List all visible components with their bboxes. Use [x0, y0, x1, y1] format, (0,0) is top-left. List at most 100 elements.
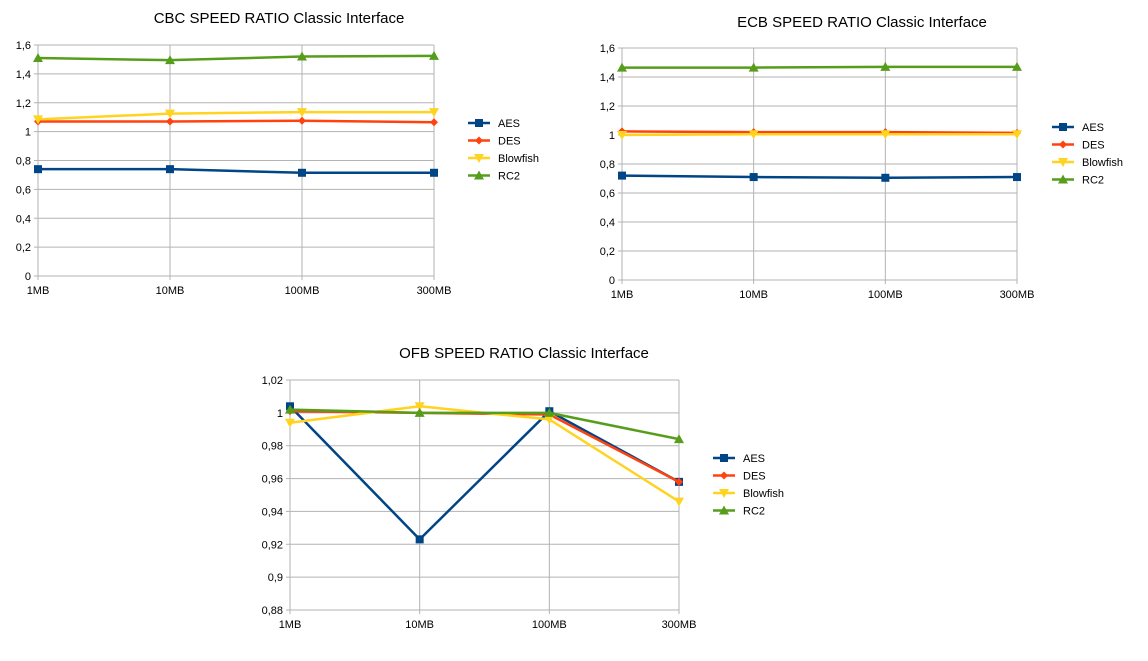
- ofb-y-tick-label: 0,92: [262, 539, 283, 551]
- ecb-y-tick-label: 0: [609, 275, 615, 287]
- cbc-series-line-des: [38, 119, 435, 124]
- ecb-series-line-aes: [621, 174, 1018, 180]
- ecb-point-aes: [749, 173, 758, 182]
- ofb-point-rc2: [674, 434, 684, 444]
- cbc-point-aes: [34, 165, 42, 174]
- cbc-y-tick-label: 0,8: [16, 156, 31, 168]
- ecb-y-tick-label: 0,4: [600, 217, 615, 229]
- cbc-x-tick-label: 300MB: [417, 285, 452, 297]
- ofb-y-tick-label: 0,94: [262, 506, 283, 518]
- cbc-point-des: [166, 117, 174, 126]
- ofb-legend-label-des: DES: [743, 471, 766, 483]
- cbc-chart-title: CBC SPEED RATIO Classic Interface: [154, 10, 405, 27]
- ofb-series-line-aes: [289, 405, 680, 541]
- ecb-legend-marker-aes: [1059, 123, 1067, 131]
- cbc-legend-label-blowfish: Blowfish: [498, 153, 539, 165]
- cbc-legend-marker-rc2: [474, 170, 484, 180]
- cbc-y-tick-label: 1: [25, 127, 31, 139]
- cbc-y-tick-label: 1,2: [16, 98, 31, 110]
- cbc-legend-marker-aes: [475, 119, 483, 127]
- ecb-point-blowfish: [880, 130, 891, 140]
- cbc-point-rc2: [297, 51, 307, 61]
- cbc-x-tick-label: 1MB: [27, 285, 50, 297]
- cbc-x-tick-label: 100MB: [285, 285, 320, 297]
- ecb-point-aes: [618, 171, 626, 180]
- cbc-series-line-aes: [38, 167, 434, 175]
- ofb-series-line-des: [289, 409, 680, 483]
- cbc-series-line-blowfish: [37, 110, 434, 121]
- ofb-legend-marker-des: [720, 471, 728, 480]
- ofb-y-tick-label: 0,96: [262, 474, 283, 486]
- cbc-legend-marker-blowfish: [474, 154, 484, 163]
- cbc-point-rc2: [165, 55, 175, 65]
- cbc-point-blowfish: [297, 108, 307, 118]
- ecb-y-tick-label: 0,8: [600, 159, 615, 171]
- ofb-legend-label-aes: AES: [743, 453, 765, 465]
- cbc-y-tick-label: 0,4: [16, 213, 31, 225]
- cbc-point-blowfish: [165, 109, 175, 119]
- ecb-y-tick-label: 0,2: [600, 246, 615, 258]
- ecb-chart: ECB SPEED RATIO Classic Interface 0 0,2 0,4…: [600, 14, 1123, 301]
- ecb-legend-marker-rc2: [1058, 174, 1068, 184]
- ecb-x-tick-label: 1MB: [611, 289, 634, 301]
- ecb-legend-label-aes: AES: [1082, 122, 1104, 134]
- cbc-point-aes: [298, 168, 306, 177]
- ecb-series-line-rc2: [622, 65, 1017, 69]
- ecb-series-line-blowfish: [621, 133, 1017, 137]
- ecb-x-tick-label: 300MB: [1000, 289, 1035, 301]
- ecb-y-tick-label: 1: [609, 130, 615, 142]
- ecb-chart-title: ECB SPEED RATIO Classic Interface: [737, 14, 987, 31]
- cbc-point-des: [298, 116, 306, 125]
- cbc-point-rc2: [429, 50, 439, 60]
- ecb-legend-label-rc2: RC2: [1082, 175, 1104, 187]
- ecb-y-tick-label: 0,6: [600, 188, 615, 200]
- ofb-point-rc2: [414, 407, 425, 417]
- ecb-legend-marker-blowfish: [1058, 158, 1068, 167]
- ofb-series-line-blowfish: [289, 405, 680, 503]
- ecb-point-rc2: [1012, 61, 1022, 71]
- ofb-y-tick-label: 0,98: [262, 441, 283, 453]
- ofb-x-tick-label: 300MB: [662, 619, 697, 631]
- ecb-x-tick-label: 100MB: [868, 289, 903, 301]
- ofb-point-blowfish: [544, 415, 555, 425]
- ofb-chart-title: OFB SPEED RATIO Classic Interface: [399, 345, 649, 362]
- cbc-legend-label-aes: AES: [498, 118, 520, 130]
- cbc-point-blowfish: [33, 115, 43, 125]
- ofb-legend-label-blowfish: Blowfish: [743, 488, 784, 500]
- ofb-point-blowfish: [674, 497, 684, 507]
- cbc-x-tick-label: 10MB: [156, 285, 185, 297]
- cbc-series-line-rc2: [37, 54, 435, 62]
- cbc-point-aes: [166, 165, 174, 174]
- ecb-legend-label-blowfish: Blowfish: [1082, 157, 1123, 169]
- cbc-point-rc2: [33, 52, 43, 62]
- cbc-y-tick-label: 1,4: [16, 69, 31, 81]
- ecb-y-tick-label: 1,4: [600, 72, 615, 84]
- ofb-y-tick-label: 1: [277, 408, 283, 420]
- ecb-point-aes: [1013, 173, 1021, 182]
- ecb-point-rc2: [880, 61, 891, 71]
- cbc-y-tick-label: 0,6: [16, 184, 31, 196]
- ecb-series-line-des: [621, 130, 1018, 135]
- cbc-point-des: [430, 118, 438, 127]
- ecb-point-rc2: [617, 62, 627, 72]
- ecb-point-blowfish: [617, 131, 627, 140]
- cbc-point-aes: [430, 168, 438, 177]
- ofb-y-tick-label: 1,02: [262, 375, 283, 387]
- ecb-legend-marker-des: [1059, 140, 1067, 149]
- ofb-x-tick-label: 100MB: [532, 619, 567, 631]
- cbc-y-tick-label: 1,6: [16, 40, 31, 52]
- ofb-point-blowfish: [414, 402, 425, 412]
- cbc-legend-marker-des: [475, 136, 483, 145]
- ofb-y-tick-label: 0,88: [262, 605, 283, 617]
- ofb-x-tick-label: 10MB: [405, 619, 434, 631]
- ecb-point-blowfish: [748, 130, 759, 140]
- ofb-point-blowfish: [285, 418, 295, 428]
- ofb-series-line-rc2: [289, 408, 680, 441]
- ofb-legend-marker-aes: [720, 454, 728, 462]
- ecb-y-tick-label: 1,2: [600, 101, 615, 113]
- ecb-y-tick-label: 1,6: [600, 43, 615, 55]
- cbc-y-tick-label: 0,2: [16, 242, 31, 254]
- ecb-point-aes: [881, 173, 890, 182]
- ecb-legend-label-des: DES: [1082, 140, 1105, 152]
